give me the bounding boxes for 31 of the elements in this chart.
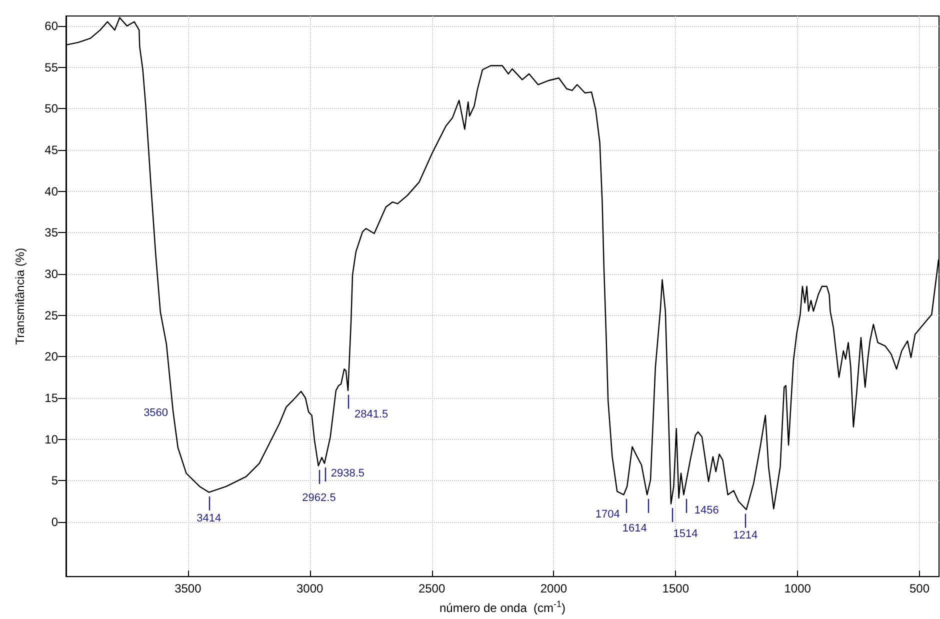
annotation: 1456: [694, 504, 719, 517]
annotation: 3560: [144, 407, 168, 420]
y-tick-label: 60: [44, 18, 58, 33]
x-tick-label: 3000: [296, 582, 324, 596]
y-tick-label: 40: [44, 184, 58, 198]
y-tick-label: 50: [44, 102, 58, 116]
y-tick-label: 0: [51, 515, 58, 530]
x-tick-label: 3500: [174, 582, 202, 596]
y-axis-title: Transmitância (%): [13, 248, 27, 345]
annotation: 2841.5: [354, 408, 388, 421]
y-tick-label: 10: [44, 432, 58, 446]
annotation: 2962.5: [302, 492, 336, 504]
x-tick-label: 2000: [540, 582, 568, 596]
y-tick-label: 35: [44, 226, 58, 240]
y-tick-label: 5: [51, 474, 58, 488]
x-tick-label: 500: [909, 582, 930, 596]
y-tick-label: 45: [44, 142, 58, 157]
annotation: 1214: [733, 530, 758, 542]
annotation: 1614: [622, 522, 647, 535]
annotation: 1514: [673, 528, 698, 540]
y-tick-label: 20: [44, 350, 58, 364]
annotation: 2938.5: [330, 467, 365, 480]
y-tick-label: 25: [44, 308, 58, 322]
x-tick-label: 1500: [662, 582, 690, 596]
y-tick-label: 15: [44, 391, 58, 405]
annotation: 1704: [595, 508, 620, 521]
y-tick-label: 55: [44, 60, 58, 74]
y-tick-label: 30: [44, 266, 58, 281]
annotation: 3414: [196, 512, 222, 524]
x-tick-label: 2500: [418, 582, 446, 596]
x-tick-label: 1000: [784, 582, 812, 596]
